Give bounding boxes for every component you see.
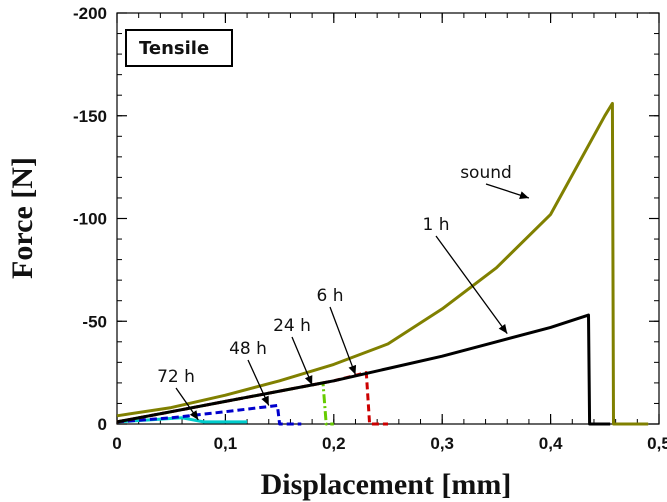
annotation-arrowhead: [519, 191, 529, 199]
annotation-label-48-h: 48 h: [229, 339, 267, 359]
plot-frame: [116, 12, 660, 425]
annotation-arrowhead: [498, 323, 508, 334]
annotation-arrowhead: [348, 364, 357, 375]
y-tick-label: 0: [98, 415, 107, 434]
series-layer: [116, 101, 649, 426]
series-line-48-h: [116, 404, 302, 426]
y-tick-label: -200: [73, 4, 107, 23]
series-line-1-h: [116, 313, 611, 426]
x-tick-label: 0,4: [539, 434, 563, 453]
x-axis-title: Displacement [mm]: [261, 468, 512, 501]
x-tick-label: 0,3: [430, 434, 454, 453]
annotation-label-72-h: 72 h: [157, 367, 195, 387]
annotation-layer: sound 1 h 6 h 24 h 48 h 72 h: [157, 163, 530, 421]
x-tick-label: 0: [112, 434, 121, 453]
x-tick-label: 0,1: [214, 434, 238, 453]
annotation-label-24-h: 24 h: [273, 316, 311, 336]
y-tick-label: -100: [73, 210, 107, 229]
annotation-arrowhead: [261, 395, 269, 406]
y-tick-label: -50: [82, 312, 107, 331]
annotation-label-sound: sound: [460, 163, 512, 183]
x-tick-label: 0,5: [647, 434, 667, 453]
legend-box: Tensile: [125, 29, 233, 67]
annotation-arrow: [435, 235, 508, 334]
annotation-label-1-h: 1 h: [423, 215, 450, 235]
annotation-arrowhead: [304, 375, 313, 385]
ticks: 0 0,1 0,2 0,3 0,4 0,5 0 -50 -100 -150 -200: [73, 4, 667, 453]
panel-label: Tensile: [139, 38, 209, 59]
legend-frame: [125, 29, 233, 67]
y-axis-title: Force [N]: [6, 157, 39, 279]
annotation-label-6-h: 6 h: [317, 286, 344, 306]
y-tick-label: -150: [73, 107, 107, 126]
series-line-sound: [116, 101, 649, 426]
series-line-72-h: [116, 416, 248, 424]
annotation-arrow: [329, 306, 357, 375]
x-tick-label: 0,2: [322, 434, 346, 453]
annotation-arrowhead: [189, 410, 199, 420]
